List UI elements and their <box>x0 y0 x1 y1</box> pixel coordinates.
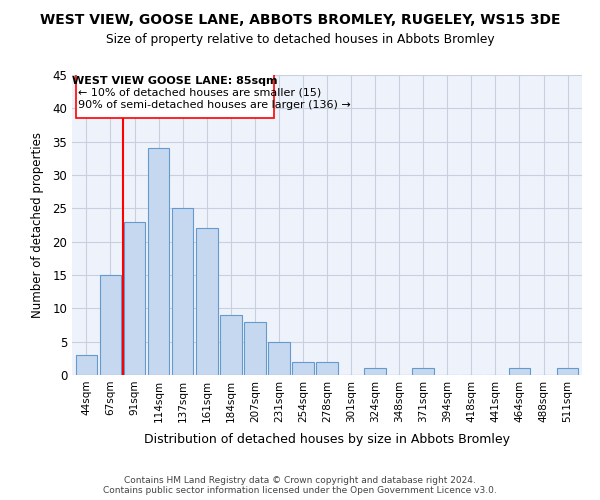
Y-axis label: Number of detached properties: Number of detached properties <box>31 132 44 318</box>
Bar <box>100 275 121 375</box>
Bar <box>364 368 386 375</box>
Bar <box>316 362 338 375</box>
Text: ← 10% of detached houses are smaller (15): ← 10% of detached houses are smaller (15… <box>78 88 321 98</box>
Bar <box>76 355 97 375</box>
FancyBboxPatch shape <box>76 74 274 118</box>
Bar <box>172 208 193 375</box>
Bar <box>557 368 578 375</box>
Text: WEST VIEW GOOSE LANE: 85sqm: WEST VIEW GOOSE LANE: 85sqm <box>72 76 278 86</box>
Text: Size of property relative to detached houses in Abbots Bromley: Size of property relative to detached ho… <box>106 32 494 46</box>
Bar <box>148 148 169 375</box>
Bar <box>509 368 530 375</box>
Bar <box>412 368 434 375</box>
Bar <box>292 362 314 375</box>
Bar <box>220 315 242 375</box>
Bar <box>196 228 218 375</box>
Bar <box>244 322 266 375</box>
X-axis label: Distribution of detached houses by size in Abbots Bromley: Distribution of detached houses by size … <box>144 433 510 446</box>
Bar <box>124 222 145 375</box>
Text: Contains HM Land Registry data © Crown copyright and database right 2024.: Contains HM Land Registry data © Crown c… <box>124 476 476 485</box>
Text: WEST VIEW, GOOSE LANE, ABBOTS BROMLEY, RUGELEY, WS15 3DE: WEST VIEW, GOOSE LANE, ABBOTS BROMLEY, R… <box>40 12 560 26</box>
Bar <box>268 342 290 375</box>
Text: 90% of semi-detached houses are larger (136) →: 90% of semi-detached houses are larger (… <box>78 100 351 110</box>
Text: Contains public sector information licensed under the Open Government Licence v3: Contains public sector information licen… <box>103 486 497 495</box>
